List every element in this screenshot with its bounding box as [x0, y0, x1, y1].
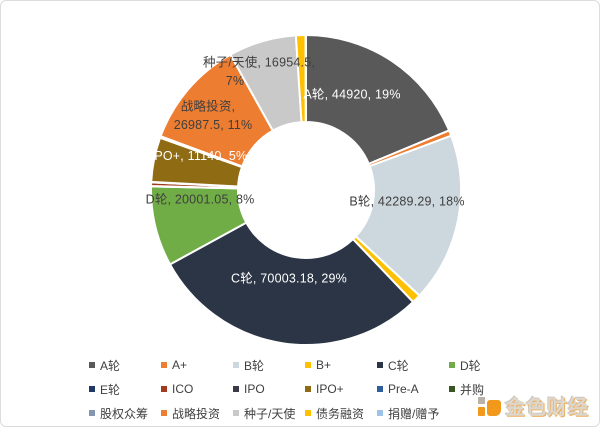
- legend-marker-icon: [161, 362, 167, 368]
- legend-item-ICO: ICO: [161, 382, 233, 396]
- data-label: 7%: [225, 74, 245, 88]
- data-label: A轮, 44920, 19%: [303, 87, 401, 102]
- legend-item-并购: 并购: [449, 381, 521, 398]
- jinse-logo-icon: [477, 394, 501, 418]
- legend-item-IPO: IPO: [233, 382, 305, 396]
- legend-marker-icon: [89, 386, 95, 392]
- legend-item-战略投资: 战略投资: [161, 405, 233, 422]
- legend-label: 债务融资: [316, 406, 365, 421]
- legend-marker-icon: [89, 410, 95, 416]
- legend-label: IPO: [244, 382, 265, 396]
- legend-marker-icon: [233, 410, 239, 416]
- legend-label: 战略投资: [172, 406, 221, 421]
- legend-item-Pre-A: Pre-A: [377, 382, 449, 396]
- legend-marker-icon: [161, 410, 167, 416]
- legend-marker-icon: [89, 362, 95, 368]
- legend-marker-icon: [377, 362, 383, 368]
- slice-B轮: [354, 134, 462, 298]
- legend-item-E轮: E轮: [89, 381, 161, 398]
- data-label: 种子/天使, 16954.5,: [202, 55, 316, 70]
- legend-row: A轮 A+ B轮 B+ C轮 D轮: [89, 353, 521, 377]
- slice-A轮: [305, 33, 451, 166]
- data-label: D轮, 20001.05, 8%: [145, 192, 255, 207]
- data-label: 26987.5, 11%: [173, 118, 253, 132]
- legend-item-B+: B+: [305, 358, 377, 372]
- legend-label: Pre-A: [388, 382, 419, 396]
- legend-item-A+: A+: [161, 358, 233, 372]
- legend-item-B轮: B轮: [233, 357, 305, 374]
- legend-item-债务融资: 债务融资: [305, 405, 377, 422]
- legend-label: 并购: [460, 382, 485, 397]
- legend-label: B+: [316, 358, 332, 372]
- legend-label: A+: [172, 358, 188, 372]
- watermark-text: 金色财经: [505, 397, 589, 419]
- legend-marker-icon: [233, 362, 239, 368]
- legend-label: 捐赠/赠予: [388, 406, 440, 421]
- slice-C轮: [168, 221, 415, 346]
- legend-marker-icon: [449, 362, 455, 368]
- legend-marker-icon: [305, 386, 311, 392]
- legend-item-D轮: D轮: [449, 357, 521, 374]
- legend-label: C轮: [388, 358, 409, 373]
- legend-marker-icon: [161, 386, 167, 392]
- legend-item-A轮: A轮: [89, 357, 161, 374]
- legend-marker-icon: [305, 410, 311, 416]
- legend-marker-icon: [305, 362, 311, 368]
- legend-label: 股权众筹: [100, 406, 149, 421]
- legend-item-种子/天使: 种子/天使: [233, 405, 305, 422]
- data-label: C轮, 70003.18, 29%: [231, 271, 347, 286]
- legend-row: 股权众筹 战略投资 种子/天使 债务融资 捐赠/赠予: [89, 401, 521, 425]
- legend-label: 种子/天使: [244, 406, 296, 421]
- chart-legend: A轮 A+ B轮 B+ C轮 D轮 E轮 ICO IPO IPO+ Pre-A 并购股权众筹 战略投资 种…: [89, 353, 521, 425]
- data-label: 战略投资,: [180, 99, 236, 114]
- watermark: 金色财经: [477, 391, 589, 420]
- data-label: B轮, 42289.29, 18%: [349, 194, 465, 209]
- legend-label: E轮: [100, 382, 121, 397]
- legend-marker-icon: [233, 386, 239, 392]
- legend-item-C轮: C轮: [377, 357, 449, 374]
- legend-label: D轮: [460, 358, 481, 373]
- legend-item-股权众筹: 股权众筹: [89, 405, 161, 422]
- legend-label: A轮: [100, 358, 121, 373]
- data-label: IPO+, 11140, 5%: [150, 149, 248, 163]
- legend-item-IPO+: IPO+: [305, 382, 377, 396]
- legend-item-捐赠/赠予: 捐赠/赠予: [377, 405, 449, 422]
- legend-label: B轮: [244, 358, 265, 373]
- legend-row: E轮 ICO IPO IPO+ Pre-A 并购: [89, 377, 521, 401]
- legend-marker-icon: [377, 386, 383, 392]
- legend-label: ICO: [172, 382, 194, 396]
- legend-marker-icon: [377, 410, 383, 416]
- legend-marker-icon: [449, 386, 455, 392]
- legend-label: IPO+: [316, 382, 344, 396]
